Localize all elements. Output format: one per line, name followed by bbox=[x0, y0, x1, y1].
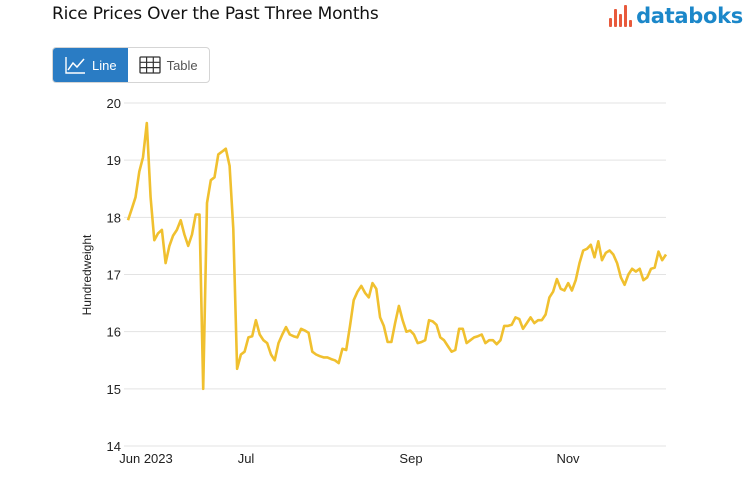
table-grid-icon bbox=[138, 56, 161, 74]
line-view-button[interactable]: Line bbox=[53, 48, 128, 82]
databoks-logo[interactable]: databoks bbox=[609, 3, 743, 29]
table-view-label: Table bbox=[166, 57, 198, 73]
series-line[interactable] bbox=[126, 121, 668, 391]
line-view-label: Line bbox=[92, 57, 117, 73]
series-group bbox=[126, 121, 668, 391]
x-tick-label: Jul bbox=[238, 451, 255, 466]
bar-mark-icon bbox=[609, 5, 633, 27]
table-view-button[interactable]: Table bbox=[128, 48, 209, 82]
logo-text: databoks bbox=[636, 4, 743, 28]
y-tick-label: 15 bbox=[107, 382, 121, 397]
y-axis-label: Hundredweight bbox=[80, 234, 94, 315]
y-tick-label: 16 bbox=[107, 325, 121, 340]
x-tick-label: Nov bbox=[556, 451, 580, 466]
view-toggle: Line Table bbox=[52, 47, 210, 83]
line-chart-icon bbox=[65, 57, 85, 74]
y-tick-label: 17 bbox=[107, 268, 121, 283]
x-axis-ticks: Jun 2023 Jul Sep Nov bbox=[119, 451, 580, 466]
gridlines bbox=[124, 102, 666, 447]
y-tick-label: 18 bbox=[107, 210, 121, 225]
y-tick-label: 19 bbox=[107, 153, 121, 168]
y-tick-label: 20 bbox=[107, 96, 121, 111]
chart-title: Rice Prices Over the Past Three Months bbox=[52, 4, 379, 24]
y-axis-ticks: 14 15 16 17 18 19 20 bbox=[107, 96, 121, 454]
y-tick-label: 14 bbox=[107, 439, 121, 454]
x-tick-label: Jun 2023 bbox=[119, 451, 173, 466]
x-tick-label: Sep bbox=[399, 451, 422, 466]
